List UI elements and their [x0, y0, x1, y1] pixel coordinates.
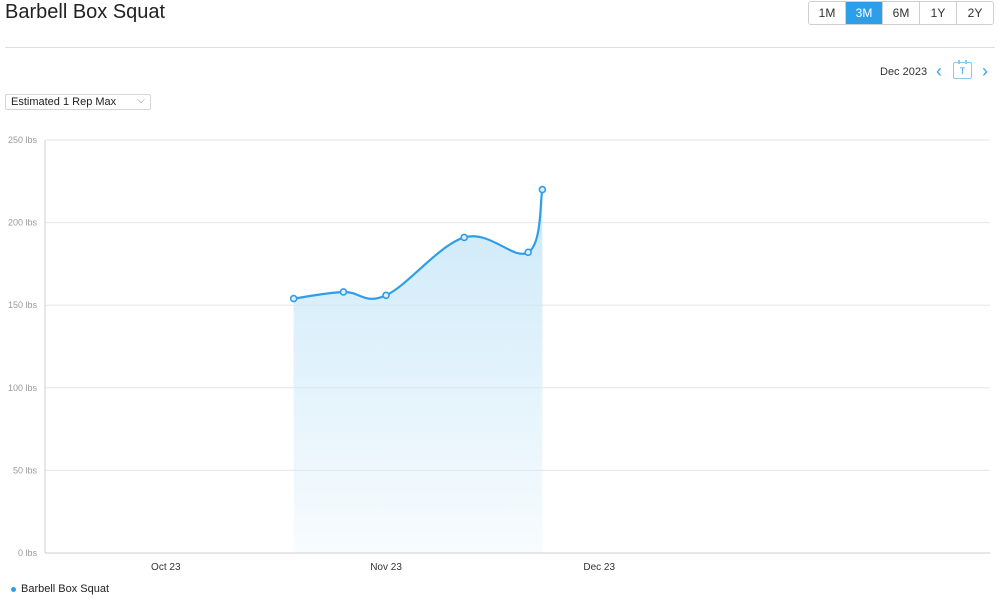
range-button-2y[interactable]: 2Y	[957, 2, 993, 24]
current-period-label: Dec 2023	[880, 66, 928, 78]
page-title: Barbell Box Squat	[5, 1, 166, 23]
y-tick-label: 150 lbs	[8, 300, 38, 310]
calendar-icon-text: T	[959, 66, 966, 76]
data-point	[289, 294, 298, 303]
range-button-6m[interactable]: 6M	[883, 2, 920, 24]
metric-select-value: Estimated 1 Rep Max	[11, 96, 117, 108]
chart: 0 lbs 50 lbs 100 lbs 150 lbs 200 lbs 250 lbs O…	[8, 135, 990, 573]
header-divider	[5, 47, 995, 48]
y-tick-label: 200 lbs	[8, 218, 38, 228]
y-tick-label: 100 lbs	[8, 383, 38, 393]
y-tick-label: 50 lbs	[13, 465, 38, 475]
legend-label: Barbell Box Squat	[21, 583, 110, 595]
range-button-3m[interactable]: 3M	[846, 2, 883, 24]
metric-select[interactable]: Estimated 1 Rep Max ⌵	[5, 94, 151, 110]
data-point	[524, 248, 532, 257]
legend-marker	[11, 586, 16, 592]
legend: Barbell Box Squat	[11, 583, 109, 595]
chevron-down-icon: ⌵	[137, 95, 145, 106]
range-selector: 1M 3M 6M 1Y 2Y	[808, 1, 994, 25]
chevron-left-icon[interactable]: ‹	[936, 61, 942, 81]
range-button-1m[interactable]: 1M	[809, 2, 846, 24]
data-point	[339, 288, 348, 296]
y-tick-label: 250 lbs	[8, 135, 38, 145]
y-tick-label: 0 lbs	[18, 548, 38, 558]
range-button-1y[interactable]: 1Y	[920, 2, 957, 24]
x-tick-label: Dec 23	[583, 562, 615, 573]
series-area	[293, 189, 543, 553]
data-point	[538, 185, 547, 194]
chevron-right-icon[interactable]: ›	[982, 61, 988, 81]
data-point	[460, 233, 469, 242]
data-point	[382, 291, 390, 300]
x-tick-label: Oct 23	[151, 562, 181, 573]
x-tick-label: Nov 23	[370, 562, 402, 573]
calendar-icon[interactable]: T	[953, 60, 972, 79]
